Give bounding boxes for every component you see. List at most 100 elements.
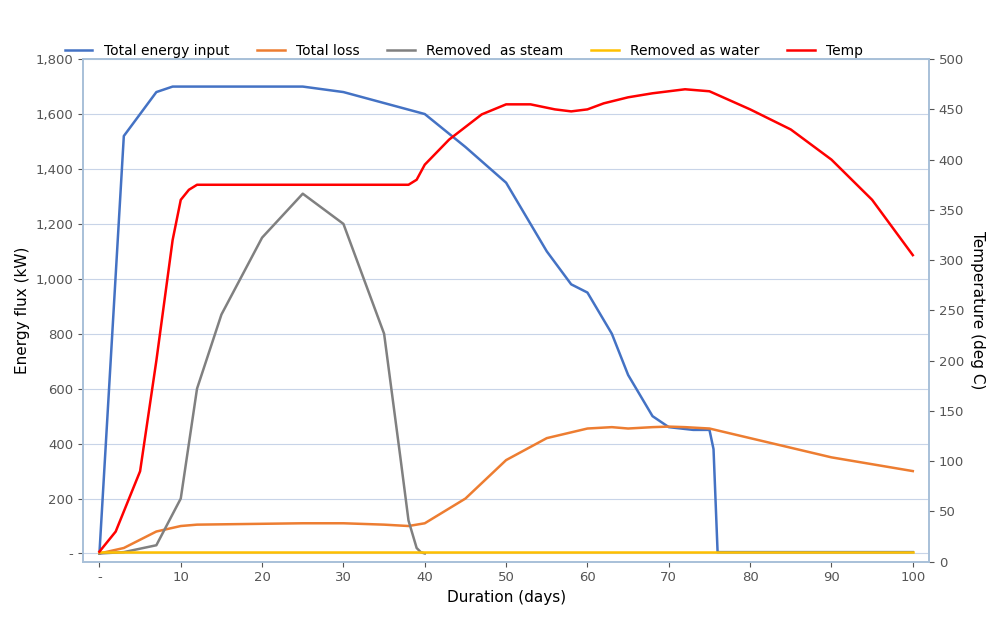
Removed  as steam xyxy=(175,495,187,502)
Total loss xyxy=(175,522,187,529)
Legend: Total energy input, Total loss, Removed  as steam, Removed as water, Temp: Total energy input, Total loss, Removed … xyxy=(59,38,869,63)
Temp xyxy=(907,252,919,259)
Temp xyxy=(297,181,309,188)
Total loss xyxy=(744,435,756,442)
Removed  as steam xyxy=(191,385,203,392)
Temp xyxy=(110,528,122,535)
Temp xyxy=(175,196,187,203)
Total loss xyxy=(93,550,105,557)
Temp xyxy=(93,548,105,556)
Line: Total energy input: Total energy input xyxy=(99,87,913,554)
Total loss xyxy=(825,454,837,461)
Temp xyxy=(443,136,455,143)
Removed  as steam xyxy=(394,454,406,461)
Total energy input xyxy=(191,83,203,91)
Total energy input xyxy=(183,83,195,91)
Total loss xyxy=(459,495,471,502)
Total loss xyxy=(606,423,618,431)
Total energy input xyxy=(297,83,309,91)
Total energy input xyxy=(565,281,577,288)
Total energy input xyxy=(712,548,724,556)
Total energy input xyxy=(907,548,919,556)
Temp xyxy=(191,181,203,188)
Total energy input xyxy=(167,83,179,91)
Temp xyxy=(134,467,146,475)
Total energy input xyxy=(93,550,105,557)
Total energy input xyxy=(663,423,675,431)
Total loss xyxy=(118,544,130,552)
Temp xyxy=(183,186,195,193)
Temp xyxy=(703,87,715,95)
Temp xyxy=(663,87,675,95)
Temp xyxy=(679,86,691,93)
Total loss xyxy=(378,521,390,528)
Temp xyxy=(167,236,179,244)
Removed  as steam xyxy=(419,550,431,557)
Total loss xyxy=(622,425,634,432)
X-axis label: Duration (days): Duration (days) xyxy=(447,590,566,605)
Temp xyxy=(549,105,561,113)
Removed  as steam xyxy=(337,220,349,228)
Removed  as steam xyxy=(215,311,227,318)
Total energy input xyxy=(500,179,512,187)
Total loss xyxy=(500,456,512,464)
Removed  as steam xyxy=(411,544,423,552)
Removed  as steam xyxy=(256,234,268,241)
Temp xyxy=(419,161,431,169)
Temp xyxy=(866,196,878,203)
Removed  as steam xyxy=(150,541,162,549)
Temp xyxy=(598,100,610,107)
Temp xyxy=(500,100,512,108)
Removed  as steam xyxy=(378,330,390,337)
Total loss xyxy=(337,520,349,527)
Total energy input xyxy=(378,99,390,107)
Total energy input xyxy=(703,426,715,433)
Removed  as steam xyxy=(118,548,130,556)
Y-axis label: Temperature (deg C): Temperature (deg C) xyxy=(970,231,985,389)
Total energy input xyxy=(622,371,634,379)
Total loss xyxy=(297,520,309,527)
Total energy input xyxy=(118,132,130,140)
Temp xyxy=(403,181,415,188)
Total loss xyxy=(907,467,919,475)
Temp xyxy=(476,111,488,118)
Temp xyxy=(785,126,797,133)
Total loss xyxy=(191,521,203,528)
Total loss xyxy=(403,522,415,529)
Temp xyxy=(647,89,659,97)
Line: Removed  as steam: Removed as steam xyxy=(99,193,425,554)
Total energy input xyxy=(687,426,699,433)
Removed  as steam xyxy=(297,190,309,197)
Total loss xyxy=(419,520,431,527)
Total loss xyxy=(679,423,691,431)
Removed  as steam xyxy=(415,548,427,556)
Total loss xyxy=(703,425,715,432)
Temp xyxy=(825,156,837,163)
Total loss xyxy=(663,423,675,430)
Total loss xyxy=(541,435,553,442)
Y-axis label: Energy flux (kW): Energy flux (kW) xyxy=(15,247,30,374)
Total energy input xyxy=(337,89,349,96)
Total loss xyxy=(647,423,659,431)
Temp xyxy=(525,100,537,108)
Total loss xyxy=(581,425,593,432)
Line: Total loss: Total loss xyxy=(99,427,913,554)
Line: Temp: Temp xyxy=(99,89,913,552)
Total energy input xyxy=(708,445,720,453)
Temp xyxy=(411,176,423,184)
Temp xyxy=(744,105,756,113)
Total energy input xyxy=(150,89,162,96)
Temp xyxy=(581,105,593,113)
Total energy input xyxy=(606,330,618,337)
Temp xyxy=(565,108,577,115)
Total loss xyxy=(150,528,162,535)
Temp xyxy=(150,357,162,365)
Total energy input xyxy=(541,247,553,255)
Total energy input xyxy=(647,412,659,420)
Temp xyxy=(622,94,634,101)
Total energy input xyxy=(419,110,431,118)
Total energy input xyxy=(581,289,593,296)
Total energy input xyxy=(459,143,471,151)
Removed  as steam xyxy=(93,550,105,557)
Removed  as steam xyxy=(403,517,415,525)
